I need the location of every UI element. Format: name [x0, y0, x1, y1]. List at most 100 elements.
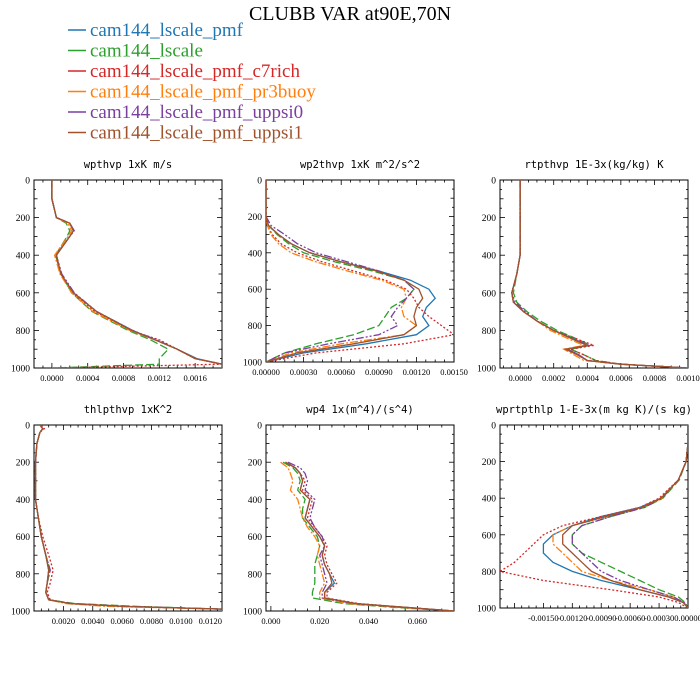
panel-title: wprtpthlp 1-E-3x(m kg K)/(s kg) [496, 404, 692, 416]
chart-panel: wprtpthlp 1-E-3x(m kg K)/(s kg)0 200 400 60… [477, 404, 700, 623]
y-tick-label: 800 [16, 570, 31, 580]
series-line [562, 425, 688, 608]
series-line [266, 180, 415, 362]
series-line [51, 180, 222, 368]
series-line [542, 425, 688, 608]
series-line [285, 461, 454, 611]
x-tick-label: 0.0120 [199, 616, 222, 626]
series-line [34, 425, 222, 611]
series-line [34, 425, 222, 611]
series-line [266, 180, 418, 362]
y-tick-label: 0 [25, 422, 30, 432]
x-tick-label: 0.00060 [327, 367, 355, 377]
y-tick-label: 0 [491, 422, 496, 432]
y-tick-label: 0 [491, 177, 496, 187]
y-tick-label: 200 [16, 214, 31, 224]
series-line [282, 461, 454, 611]
legend-item: cam144_lscale [68, 41, 203, 62]
y-tick-label: 0 [257, 177, 262, 187]
series-line [34, 425, 222, 611]
x-tick-label: 0.0016 [183, 373, 206, 383]
x-tick-label: 0.00000 [252, 367, 280, 377]
figure-title: CLUBB VAR at90E,70N [249, 3, 451, 25]
plot-frame [499, 179, 689, 369]
plot-frame [265, 179, 455, 363]
y-tick-label: 600 [248, 533, 263, 543]
plot-frame [33, 424, 223, 612]
chart-panel: wp2thvp 1xK m^2/s^2020040060080010000.00… [243, 159, 468, 377]
panel-title: thlpthvp 1xK^2 [84, 404, 173, 416]
y-tick-label: 400 [248, 496, 263, 506]
y-tick-label: 600 [16, 533, 31, 543]
legend-label: cam144_lscale [90, 41, 203, 62]
panel-title: wp4 1x(m^4)/(s^4) [306, 404, 413, 416]
chart-panel: rtpthvp 1E-3x(kg/kg) K 0 200 400 600 800 1000 0… [477, 159, 700, 383]
y-tick-label: 200 [16, 459, 31, 469]
legend: cam144_lscale_pmfcam144_lscalecam144_lsc… [68, 20, 316, 144]
x-tick-label: 0.0100 [169, 616, 192, 626]
x-tick-label: -0.00120 [557, 613, 587, 623]
y-tick-label: 0 [25, 177, 30, 187]
x-tick-label: 0.0060 [110, 616, 133, 626]
series-line [51, 180, 222, 368]
series-line [266, 180, 454, 362]
series-line [512, 180, 688, 368]
x-tick-label: 0.040 [359, 616, 378, 626]
chart-panel: thlpthvp 1xK^2 0 200 400 600 800 1000 0.0020 0.0… [11, 404, 223, 626]
y-tick-label: 200 [248, 459, 263, 469]
series-line [571, 425, 688, 608]
series-line [51, 180, 222, 368]
y-tick-label: 400 [482, 252, 497, 262]
series-line [280, 461, 454, 611]
x-tick-label: 0.0080 [140, 616, 163, 626]
series-line [511, 180, 688, 368]
series-line [34, 425, 222, 611]
legend-label: cam144_lscale_pmf [90, 20, 244, 41]
series-line [51, 180, 170, 368]
x-tick-label: 0.0012 [148, 373, 171, 383]
x-tick-label: 0.0010 [676, 373, 699, 383]
x-tick-label: 0.0040 [81, 616, 104, 626]
x-tick-label: 0.00150 [440, 367, 468, 377]
x-tick-label: -0.00030 [644, 613, 674, 623]
x-tick-label: 0.0004 [76, 373, 100, 383]
series-line [511, 180, 688, 368]
x-tick-label: -0.00150 [528, 613, 558, 623]
y-tick-label: 400 [482, 495, 497, 505]
series-line [51, 180, 222, 368]
legend-item: cam144_lscale_pmf_pr3buoy [68, 82, 316, 103]
y-tick-label: 600 [482, 289, 497, 299]
y-tick-label: 200 [482, 458, 497, 468]
series-line [34, 425, 222, 611]
chart-panel: wpthvp 1xK m/s 0 200 400 600 800 1000 0.0000 0.0… [11, 159, 223, 383]
y-tick-label: 200 [248, 213, 263, 223]
y-tick-label: 400 [248, 249, 263, 259]
series-line [51, 180, 222, 368]
legend-label: cam144_lscale_pmf_c7rich [90, 61, 300, 82]
plot-frame [499, 424, 689, 609]
x-tick-label: 0.0000 [40, 373, 63, 383]
y-tick-label: 800 [482, 568, 497, 578]
x-tick-label: 0.020 [310, 616, 329, 626]
x-tick-label: -0.00090 [586, 613, 616, 623]
x-tick-label: 0.0006 [609, 373, 632, 383]
y-tick-label: 1000 [477, 605, 496, 615]
x-tick-label: 0.00090 [365, 367, 393, 377]
y-tick-label: 1000 [11, 365, 30, 375]
plot-frame [265, 424, 455, 612]
y-tick-label: 600 [16, 289, 31, 299]
series-line [571, 425, 688, 608]
series-line [34, 425, 222, 611]
series-line [511, 180, 688, 368]
series-line [266, 180, 437, 362]
y-tick-label: 1000 [243, 359, 262, 369]
series-line [511, 180, 688, 368]
x-tick-label: 0.00030 [290, 367, 318, 377]
x-tick-label: 0.0004 [576, 373, 600, 383]
y-tick-label: 1000 [11, 608, 30, 618]
legend-item: cam144_lscale_pmf_uppsi0 [68, 102, 303, 123]
y-tick-label: 400 [16, 496, 31, 506]
y-tick-label: 200 [482, 214, 497, 224]
